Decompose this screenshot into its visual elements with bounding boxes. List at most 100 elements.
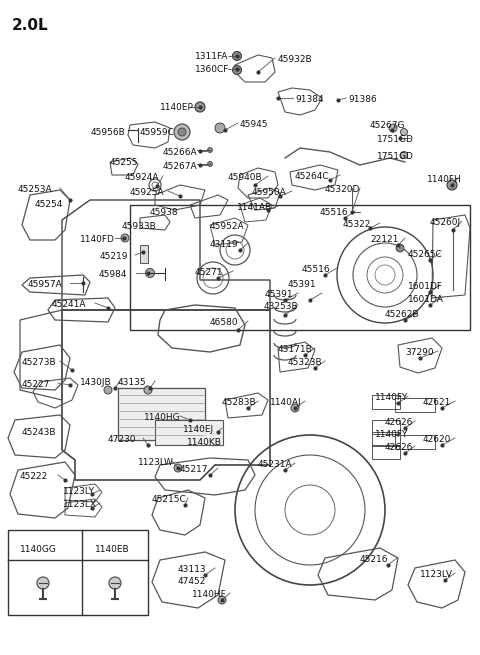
Text: 37290: 37290 <box>405 348 433 357</box>
Text: 45255: 45255 <box>110 158 139 167</box>
Text: 1140EJ: 1140EJ <box>183 425 214 434</box>
Circle shape <box>291 404 299 412</box>
Text: 45283B: 45283B <box>222 398 257 407</box>
Bar <box>118 388 205 440</box>
Bar <box>8 530 148 615</box>
Circle shape <box>207 147 213 153</box>
Text: 45956B: 45956B <box>91 128 126 137</box>
Circle shape <box>447 180 457 190</box>
Text: 43171B: 43171B <box>278 345 313 354</box>
Text: 1140EP: 1140EP <box>160 103 194 112</box>
Bar <box>372 445 400 459</box>
Text: 45924A: 45924A <box>125 173 159 182</box>
Text: 45938: 45938 <box>150 208 179 217</box>
Text: 43135: 43135 <box>118 378 146 387</box>
Text: 45391: 45391 <box>288 280 317 289</box>
Text: 45933B: 45933B <box>122 222 157 231</box>
Text: 45945: 45945 <box>240 120 268 129</box>
Text: 1140HF: 1140HF <box>192 590 227 599</box>
Circle shape <box>389 124 397 132</box>
Circle shape <box>195 102 205 112</box>
Text: 45260J: 45260J <box>430 218 461 227</box>
Circle shape <box>121 234 129 242</box>
Text: 42620: 42620 <box>423 435 451 444</box>
Text: 45940B: 45940B <box>228 173 263 182</box>
Circle shape <box>207 162 213 166</box>
Bar <box>372 395 400 409</box>
Text: 45322: 45322 <box>343 220 372 229</box>
Circle shape <box>144 386 152 394</box>
Bar <box>140 245 148 263</box>
Text: 45222: 45222 <box>20 472 48 481</box>
Text: 1601DA: 1601DA <box>408 295 444 304</box>
Text: 45959C: 45959C <box>140 128 175 137</box>
Circle shape <box>218 596 226 604</box>
Circle shape <box>232 52 241 60</box>
Text: 45217: 45217 <box>180 465 208 474</box>
Text: 45253A: 45253A <box>18 185 53 194</box>
Text: 45516: 45516 <box>320 208 348 217</box>
Bar <box>130 205 470 330</box>
Text: 45267A: 45267A <box>163 162 198 171</box>
Circle shape <box>174 464 182 472</box>
Bar <box>395 398 435 412</box>
Text: 45231A: 45231A <box>258 460 293 469</box>
Text: 45271: 45271 <box>195 268 224 277</box>
Text: 45925A: 45925A <box>130 188 165 197</box>
Text: 1140AJ: 1140AJ <box>270 398 301 407</box>
Circle shape <box>37 577 49 589</box>
Text: 45265C: 45265C <box>408 250 443 259</box>
Text: 45243B: 45243B <box>22 428 57 437</box>
Text: 42626: 42626 <box>385 418 413 427</box>
Text: 1123LW: 1123LW <box>138 458 174 467</box>
Text: 45950A: 45950A <box>252 188 287 197</box>
Text: 1123LX: 1123LX <box>63 500 97 509</box>
Text: 43253B: 43253B <box>264 302 299 311</box>
Circle shape <box>178 128 186 136</box>
Circle shape <box>109 577 121 589</box>
Text: 1601DF: 1601DF <box>408 282 443 291</box>
Text: 45984: 45984 <box>99 270 128 279</box>
Text: 22121: 22121 <box>370 235 398 244</box>
Circle shape <box>396 244 404 252</box>
Text: 45254: 45254 <box>35 200 63 209</box>
Text: 1360CF: 1360CF <box>195 65 229 74</box>
Text: 91386: 91386 <box>348 95 377 104</box>
Text: 43119: 43119 <box>210 240 239 249</box>
Text: 1141AB: 1141AB <box>237 203 272 212</box>
Text: 1140GG: 1140GG <box>20 545 57 554</box>
Text: 2.0L: 2.0L <box>12 18 48 33</box>
Text: 45267G: 45267G <box>370 121 406 130</box>
Text: 1140HG: 1140HG <box>144 413 180 422</box>
Text: 45932B: 45932B <box>278 55 312 64</box>
Text: 1140FD: 1140FD <box>80 235 115 244</box>
Text: 1140FY: 1140FY <box>375 430 408 439</box>
Text: 45391: 45391 <box>265 290 294 299</box>
Text: 1140FH: 1140FH <box>427 175 462 184</box>
Text: 91384: 91384 <box>295 95 324 104</box>
Text: 1123LY: 1123LY <box>63 487 95 496</box>
Text: 45957A: 45957A <box>28 280 63 289</box>
Text: 1751GD: 1751GD <box>377 135 414 144</box>
Circle shape <box>232 66 241 75</box>
Bar <box>155 420 223 445</box>
Text: 1123LV: 1123LV <box>420 570 453 579</box>
Text: 42621: 42621 <box>423 398 451 407</box>
Text: 45219: 45219 <box>100 252 129 261</box>
Text: 1140EB: 1140EB <box>95 545 130 554</box>
Text: 45216: 45216 <box>360 555 388 564</box>
Text: 45241A: 45241A <box>52 300 86 309</box>
Text: 43113: 43113 <box>178 565 206 574</box>
Bar <box>372 432 400 446</box>
Text: 45320D: 45320D <box>325 185 360 194</box>
Text: 1751GD: 1751GD <box>377 152 414 161</box>
Text: 45215C: 45215C <box>152 495 187 504</box>
Text: 1140FY: 1140FY <box>375 393 408 402</box>
Bar <box>372 420 400 434</box>
Text: 45516: 45516 <box>302 265 331 274</box>
Bar <box>395 435 435 449</box>
Circle shape <box>104 386 112 394</box>
Text: 45227: 45227 <box>22 380 50 389</box>
Text: 1430JB: 1430JB <box>80 378 112 387</box>
Circle shape <box>215 123 225 133</box>
